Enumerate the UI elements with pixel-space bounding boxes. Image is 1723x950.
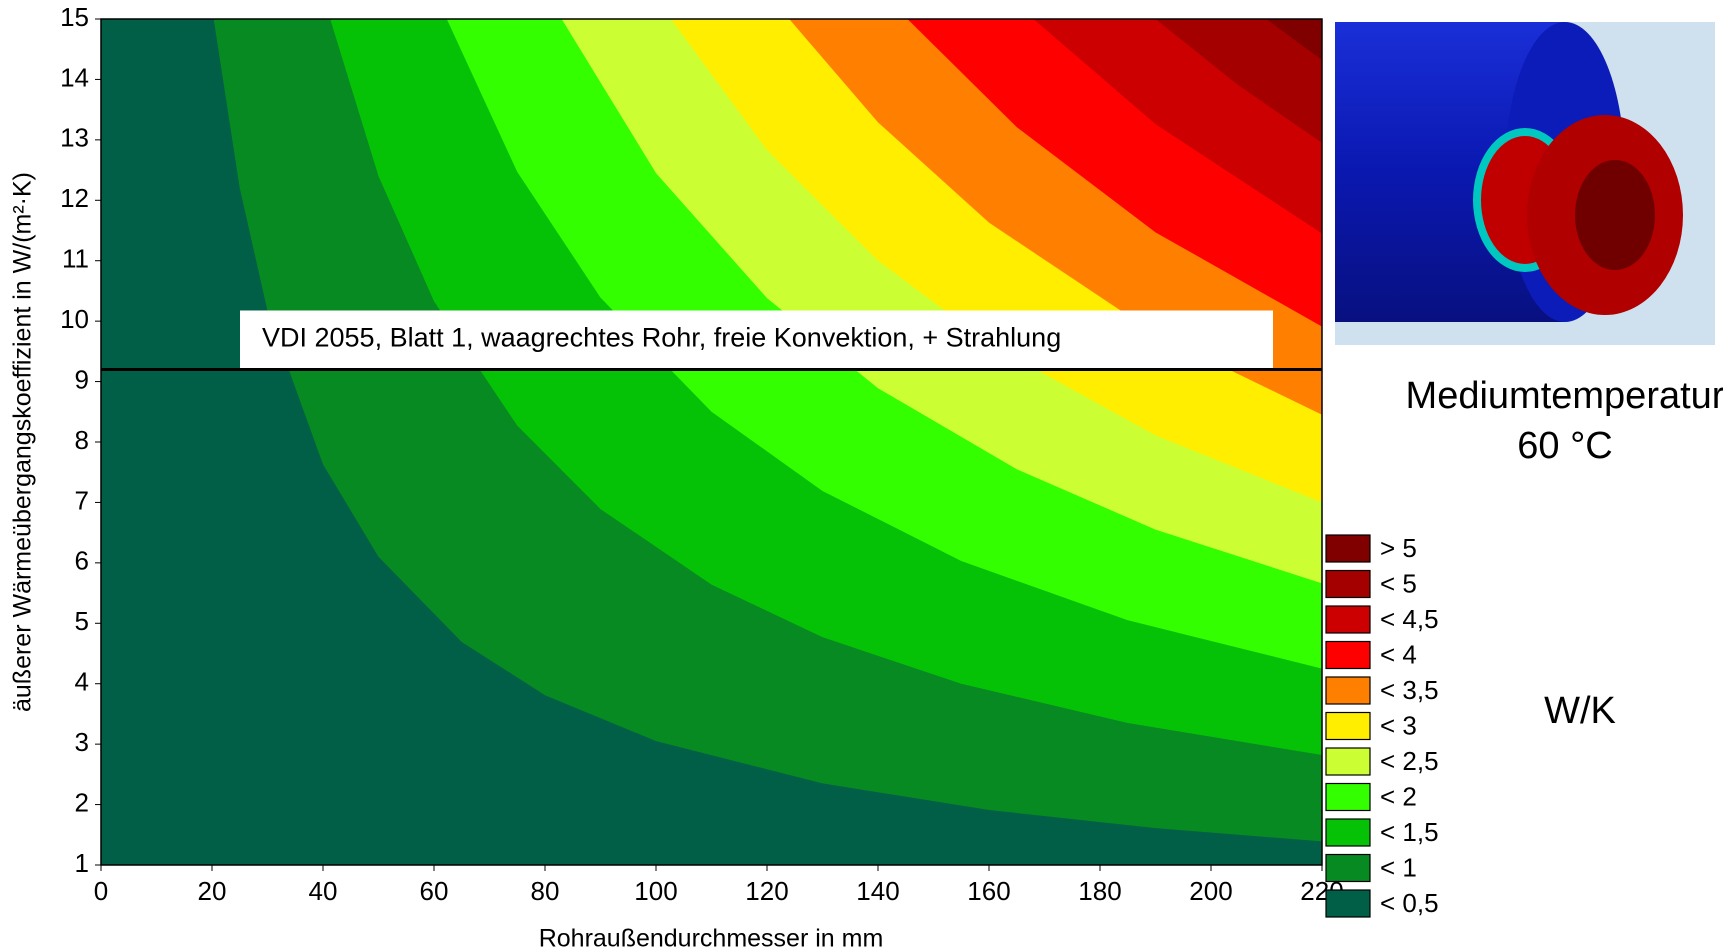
legend-swatch [1326,535,1370,562]
legend-label: < 3,5 [1380,675,1439,705]
legend-label: < 4 [1380,639,1417,669]
legend-label: < 3 [1380,710,1417,740]
side-title: Mediumtemperatur [1406,375,1723,417]
legend-swatch [1326,642,1370,669]
legend-swatch [1326,890,1370,917]
chart: Mediumtemperatur 60 °C W/K Rohraußendurc… [0,0,1723,950]
x-tick-label: 40 [309,876,338,906]
x-tick-label: 0 [94,876,108,906]
render-image [1335,22,1715,345]
y-tick-label: 15 [60,2,89,32]
x-tick-label: 180 [1078,876,1121,906]
legend-swatch [1326,748,1370,775]
legend-swatch [1326,606,1370,633]
x-tick-label: 140 [856,876,899,906]
legend-label: < 1 [1380,852,1417,882]
annotation: VDI 2055, Blatt 1, waagrechtes Rohr, fre… [262,323,1061,353]
y-tick-label: 13 [60,123,89,153]
x-axis-title: Rohraußendurchmesser in mm [539,925,884,950]
legend-label: < 1,5 [1380,817,1439,847]
legend-swatch [1326,784,1370,811]
legend-swatch [1326,713,1370,740]
y-tick-label: 1 [75,848,89,878]
y-tick-label: 2 [75,787,89,817]
x-tick-label: 60 [420,876,449,906]
legend-swatch [1326,677,1370,704]
y-tick-label: 12 [60,183,89,213]
x-tick-label: 120 [745,876,788,906]
legend-label: < 5 [1380,568,1417,598]
x-tick-label: 80 [531,876,560,906]
y-tick-label: 3 [75,727,89,757]
y-tick-label: 4 [75,667,89,697]
y-tick-label: 14 [60,62,89,92]
y-tick-label: 10 [60,304,89,334]
legend-swatch [1326,855,1370,882]
legend-swatch [1326,819,1370,846]
x-tick-label: 200 [1189,876,1232,906]
legend-label: > 5 [1380,533,1417,563]
y-tick-label: 5 [75,606,89,636]
legend-label: < 2,5 [1380,746,1439,776]
side-subtitle: 60 °C [1517,425,1612,467]
y-tick-label: 8 [75,425,89,455]
legend-unit: W/K [1544,690,1616,732]
y-tick-label: 11 [62,244,89,274]
legend-label: < 2 [1380,781,1417,811]
y-tick-label: 7 [75,485,89,515]
y-tick-label: 6 [75,546,89,576]
legend-label: < 4,5 [1380,604,1439,634]
x-tick-label: 20 [198,876,227,906]
legend-swatch [1326,571,1370,598]
legend-label: < 0,5 [1380,888,1439,918]
x-tick-label: 160 [967,876,1010,906]
plot-area [101,19,1322,865]
x-tick-label: 100 [634,876,677,906]
y-tick-label: 9 [75,364,89,394]
y-axis-title: äußerer Wärmeübergangskoeffizient in W/(… [9,172,37,712]
flange-bore [1575,160,1655,270]
